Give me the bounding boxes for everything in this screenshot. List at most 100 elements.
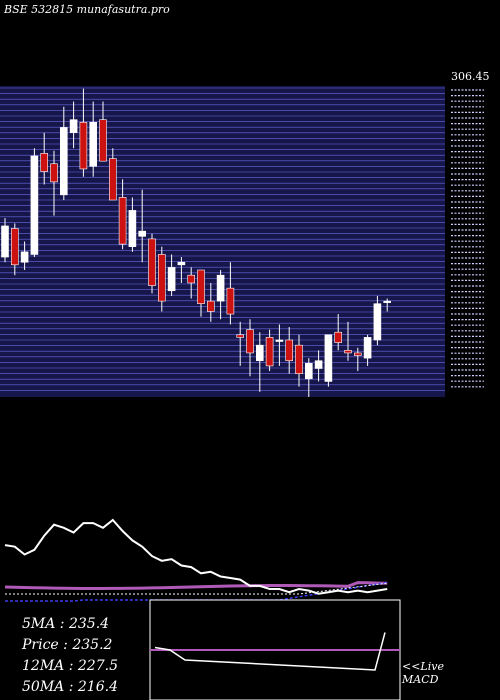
candle-body — [255, 344, 264, 362]
price-axis-labels — [451, 89, 484, 388]
live-label: <<Live — [402, 660, 444, 673]
candle-body — [275, 339, 284, 342]
candle — [99, 101, 107, 162]
candle — [50, 150, 58, 216]
candle-body — [40, 153, 49, 172]
stat-label: 12MA — [22, 658, 65, 674]
stat-value: 235.4 — [68, 616, 110, 632]
candle — [69, 101, 78, 149]
candle — [167, 254, 176, 296]
candle — [138, 189, 146, 263]
candle — [216, 270, 225, 320]
stat-value: 227.5 — [77, 658, 118, 674]
candle-body — [50, 163, 58, 183]
candle-body — [236, 334, 244, 338]
candle — [246, 319, 254, 377]
candle — [187, 267, 195, 299]
candle — [265, 329, 274, 372]
candle — [30, 148, 39, 258]
candle-body — [99, 119, 107, 162]
candle — [148, 233, 156, 294]
candle — [275, 324, 284, 366]
candle-body — [30, 155, 39, 255]
candle-body — [226, 287, 235, 315]
candle-body — [148, 238, 156, 286]
candle-body — [373, 303, 382, 341]
candle-body — [20, 251, 29, 263]
candle — [118, 179, 127, 250]
candle-body — [344, 350, 352, 354]
stat-price: Price : 235.2 — [22, 637, 113, 653]
candle — [373, 295, 382, 346]
ma-long-line — [4, 581, 388, 590]
candle-body — [138, 230, 146, 237]
candle-body — [177, 261, 186, 266]
stat-label: 50MA — [22, 679, 65, 695]
stat-label: 5MA — [22, 616, 56, 632]
stat-12ma: 12MA : 227.5 — [22, 658, 118, 674]
candle-body — [324, 334, 333, 382]
candle-body — [295, 344, 303, 374]
candle-body — [69, 119, 78, 133]
candle-body — [11, 228, 19, 266]
candle — [177, 257, 186, 283]
candle — [11, 223, 19, 276]
candle — [344, 321, 352, 361]
candle-body — [207, 300, 215, 312]
candle — [226, 262, 235, 325]
candle-body — [59, 127, 68, 196]
candles — [1, 88, 392, 397]
stat-5ma: 5MA : 235.4 — [22, 616, 110, 632]
candle — [20, 241, 29, 271]
candle — [1, 218, 9, 263]
candle — [109, 148, 117, 201]
candle-body — [216, 274, 225, 302]
candle-body — [158, 254, 166, 302]
candle-body — [314, 360, 323, 369]
candle-body — [383, 300, 392, 303]
candle — [40, 132, 49, 185]
candle — [128, 197, 137, 252]
candle-body — [128, 210, 137, 247]
indicator-line — [4, 518, 388, 595]
candle — [79, 88, 88, 177]
candle — [383, 298, 392, 312]
candle — [285, 327, 294, 374]
candle — [59, 106, 68, 201]
macd-label: MACD — [402, 673, 439, 686]
candle — [353, 347, 362, 372]
candle — [314, 350, 323, 382]
candle-body — [285, 339, 294, 362]
candle-body — [118, 197, 127, 245]
stat-50ma: 50MA : 216.4 — [22, 679, 118, 695]
candle-body — [89, 121, 97, 167]
stat-value: 235.2 — [72, 637, 113, 653]
candle — [363, 334, 372, 366]
candle — [89, 101, 97, 177]
candle — [324, 334, 333, 387]
candle-body — [363, 337, 372, 359]
top-price-label: 306.45 — [451, 70, 490, 83]
candle-body — [265, 337, 274, 367]
candle-body — [167, 267, 176, 292]
live-macd-link[interactable]: <<Live MACD — [402, 660, 444, 686]
candle — [304, 358, 313, 397]
candle — [295, 334, 303, 387]
candle-body — [187, 274, 195, 284]
candle-body — [1, 225, 9, 258]
stat-value: 216.4 — [77, 679, 118, 695]
candle — [236, 321, 244, 366]
candle — [255, 332, 264, 392]
stat-label: Price — [22, 637, 59, 653]
candle-body — [334, 331, 343, 343]
candle-body — [304, 363, 313, 380]
candle-body — [353, 352, 362, 356]
candle — [197, 269, 205, 317]
candle-body — [109, 158, 117, 201]
page-title: BSE 532815 munafasutra.pro — [4, 3, 170, 16]
macd-line — [154, 632, 386, 671]
candle — [158, 246, 166, 312]
candle — [207, 282, 215, 322]
candle-body — [197, 269, 205, 304]
